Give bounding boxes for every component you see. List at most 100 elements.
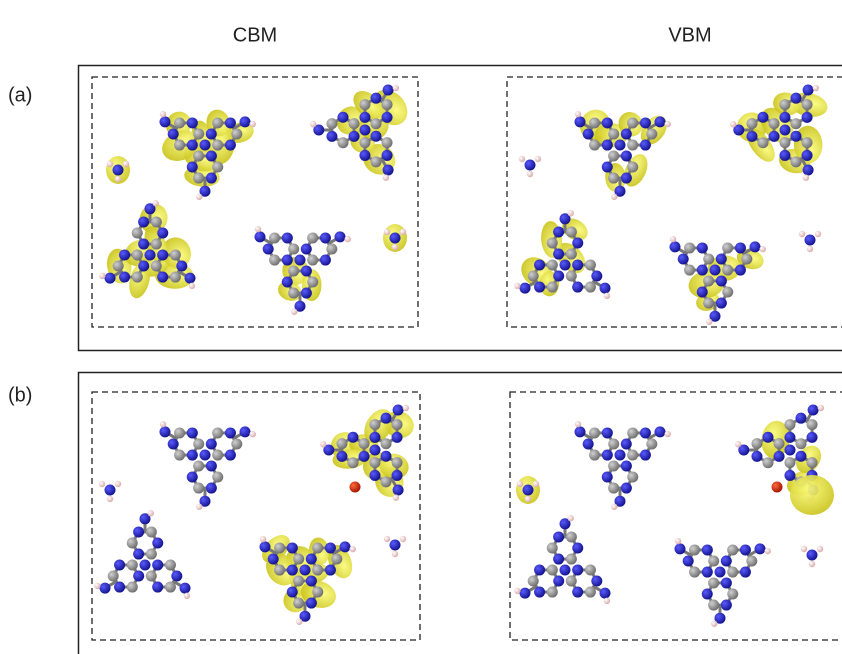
atom [326, 244, 337, 255]
atom [583, 439, 594, 450]
atom [665, 121, 671, 127]
atom [655, 426, 666, 437]
atom [675, 538, 681, 544]
atom [138, 261, 149, 272]
atom [301, 244, 312, 255]
atom [349, 131, 360, 142]
atom [157, 272, 168, 283]
atom [381, 476, 392, 487]
atom [715, 567, 726, 578]
atom [320, 255, 331, 266]
panel-a [92, 77, 842, 327]
atom [608, 150, 619, 161]
atom [751, 451, 762, 462]
atom [528, 271, 539, 282]
atom [809, 561, 815, 567]
atom [152, 538, 163, 549]
atom [146, 549, 157, 560]
atom [312, 542, 323, 553]
atom [193, 150, 204, 161]
atom [193, 173, 204, 184]
atom [119, 249, 130, 260]
atom [293, 598, 304, 609]
atom [706, 319, 712, 325]
atom [171, 571, 182, 582]
atom [340, 541, 351, 552]
atom [746, 131, 757, 142]
atom [255, 226, 261, 232]
atom [560, 565, 571, 576]
atom [751, 438, 762, 449]
atom [104, 273, 115, 284]
atom [310, 121, 316, 127]
atom [369, 432, 380, 443]
atom [282, 277, 293, 288]
atom [627, 427, 638, 438]
atom [282, 232, 293, 243]
atom [282, 255, 293, 266]
atom [621, 483, 632, 494]
panel-frame [79, 66, 842, 351]
atom [621, 150, 632, 161]
atom [113, 165, 124, 176]
atom [269, 255, 280, 266]
atom [791, 131, 802, 142]
atom [193, 460, 204, 471]
atom [336, 438, 347, 449]
atom [807, 246, 813, 252]
atom [359, 137, 370, 148]
atom [817, 546, 823, 552]
atom [683, 556, 694, 567]
atom [392, 244, 398, 250]
atom [200, 140, 211, 151]
atom [307, 255, 318, 266]
atom [393, 495, 399, 501]
atom [307, 232, 318, 243]
atom [148, 510, 154, 516]
atom [589, 140, 600, 151]
atom [574, 426, 585, 437]
atom [132, 249, 143, 260]
atom [535, 156, 541, 162]
atom [608, 129, 619, 140]
atom [254, 231, 265, 242]
atom [740, 567, 751, 578]
atom [640, 140, 651, 151]
atom [287, 542, 298, 553]
atom [627, 117, 638, 128]
atom [326, 131, 337, 142]
atom [400, 536, 406, 542]
atom [151, 239, 162, 250]
atom [108, 571, 119, 582]
atom [206, 150, 217, 161]
atom [702, 589, 713, 600]
atom [758, 137, 769, 148]
atom [174, 450, 185, 461]
atom [721, 556, 732, 567]
atom [393, 404, 404, 415]
atom [132, 228, 143, 239]
atom [553, 226, 564, 237]
atom [151, 261, 162, 272]
atom [345, 236, 351, 242]
atom [525, 160, 536, 171]
atom [335, 231, 346, 242]
atom [779, 150, 790, 161]
atom [568, 515, 574, 521]
atom [151, 216, 162, 227]
atom [519, 588, 530, 599]
atom [133, 526, 144, 537]
atom [392, 551, 398, 557]
atom [359, 438, 370, 449]
atom [807, 432, 818, 443]
atom [187, 162, 198, 173]
atom [716, 298, 727, 309]
atom [371, 156, 382, 167]
atom [722, 287, 733, 298]
atom [369, 470, 380, 481]
atom [145, 250, 156, 261]
atom [206, 129, 217, 140]
atom [621, 173, 632, 184]
atom [702, 567, 713, 578]
atom [697, 287, 708, 298]
